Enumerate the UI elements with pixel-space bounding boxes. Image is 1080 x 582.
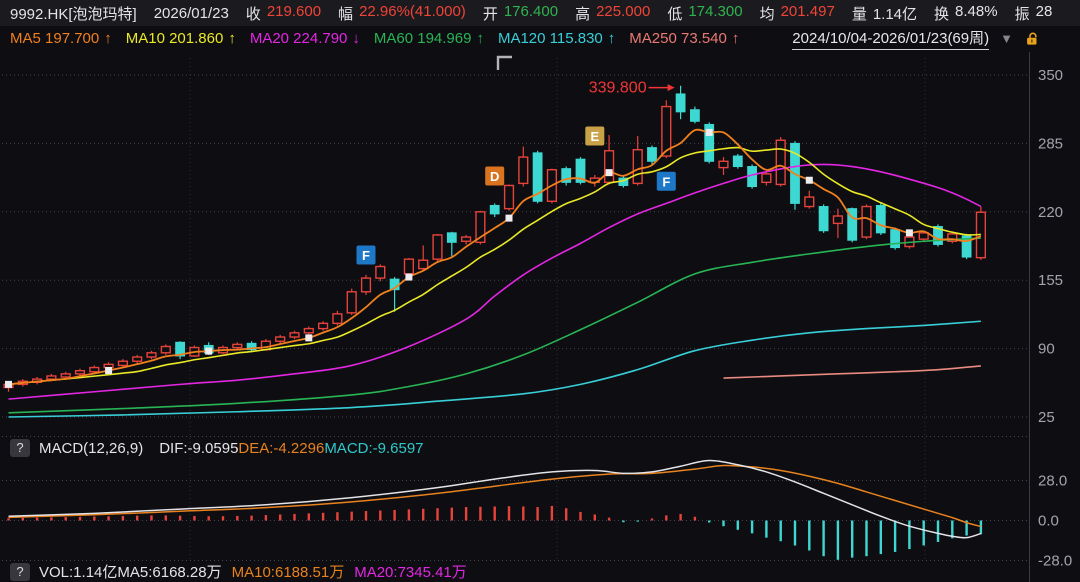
svg-text:0.0: 0.0 [1038, 513, 1059, 530]
ma-legend-item-0: MA5 197.700 ↑ [10, 30, 112, 47]
macd-dif-value: DIF:-9.0595 [159, 439, 239, 457]
quote-field-high: 高 225.000 [575, 2, 651, 23]
quote-field-close: 收 219.600 [245, 2, 322, 23]
symbol-name: 9992.HK[泡泡玛特] [10, 5, 137, 23]
ma-line-ma120 [8, 320, 981, 418]
peak-price-annotation: 339.800 [589, 80, 647, 97]
svg-text:28.0: 28.0 [1038, 473, 1067, 490]
macd-dea-value: DEA:-4.2296 [238, 439, 325, 457]
macd-legend: ? MACD(12,26,9) DIF:-9.0595 DEA:-4.2296 … [0, 437, 1080, 459]
ma5-node-marker [105, 366, 113, 374]
svg-text:F: F [362, 248, 370, 263]
macd-dif-line [8, 459, 982, 539]
quote-field-low: 低 174.300 [667, 2, 743, 23]
ma-lines-layer [5, 128, 982, 418]
ma5-node-marker [405, 273, 413, 281]
chevron-down-icon[interactable]: ▼ [1000, 31, 1013, 46]
svg-text:-28.0: -28.0 [1038, 553, 1072, 570]
ma5-node-marker [205, 347, 213, 355]
event-markers-layer: F D E F 339.800 [356, 80, 676, 265]
svg-text:90: 90 [1038, 341, 1055, 358]
ma-legend-item-3: MA60 194.969 ↑ [373, 30, 484, 47]
vol-value: VOL:1.14亿 [39, 564, 118, 581]
event-marker-f[interactable] [356, 245, 376, 265]
event-marker-e[interactable] [585, 126, 605, 146]
quote-field-open: 开 176.400 [482, 2, 559, 23]
event-marker-f[interactable] [656, 171, 676, 191]
quote-field-amplitude: 振 28 [1014, 2, 1053, 23]
corner-bracket-icon [496, 55, 512, 70]
quote-field-volume: 量 1.14亿 [851, 5, 918, 23]
ma5-node-marker [505, 214, 513, 222]
ma-legend-item-2: MA20 224.790 ↓ [249, 30, 360, 47]
grid-layer: 350 285 220 155 90 25 28.0 0.0 -28.0 [2, 52, 1072, 582]
svg-text:155: 155 [1038, 272, 1063, 289]
svg-text:350: 350 [1038, 67, 1063, 84]
vol-ma5-value: MA5:6168.28万 [117, 564, 222, 581]
svg-text:220: 220 [1038, 204, 1063, 221]
ma5-node-marker [5, 380, 12, 388]
date-range-selector[interactable]: 2024/10/04-2026/01/23(69周) [792, 27, 990, 50]
quote-date: 2026/01/23 [153, 4, 229, 22]
ma-line-ma10 [8, 146, 981, 386]
svg-text:D: D [490, 169, 499, 184]
vol-ma10-value: MA10:6188.51万 [231, 564, 345, 581]
svg-text:25: 25 [1038, 409, 1055, 426]
ma-line-ma250 [723, 365, 981, 379]
macd-title: MACD(12,26,9) [39, 439, 144, 457]
ma-legend-item-5: MA250 73.540 ↑ [629, 30, 740, 47]
vol-ma20-value: MA20:7345.41万 [354, 564, 467, 581]
svg-text:E: E [590, 129, 599, 144]
range-group: 2024/10/04-2026/01/23(69周) ▼ [792, 27, 1080, 50]
ma-legend-item-1: MA10 201.860 ↑ [125, 30, 236, 47]
ma-legend-item-4: MA120 115.830 ↑ [497, 30, 616, 47]
ma-line-ma20 [8, 163, 982, 400]
event-marker-d[interactable] [485, 166, 505, 186]
arrow-right-icon [667, 84, 675, 92]
vol-help-button[interactable]: ? [10, 562, 30, 581]
candles-layer [3, 85, 987, 392]
ma-line-ma60 [8, 237, 981, 414]
quote-field-turnover: 换 8.48% [934, 2, 998, 23]
quote-header: 9992.HK[泡泡玛特] 2026/01/23 收 219.600 幅 22.96%… [0, 0, 1080, 26]
quote-field-change: 幅 22.96%(41.000) [338, 2, 466, 23]
macd-layer [7, 459, 983, 560]
ma5-node-marker [905, 229, 913, 237]
svg-text:285: 285 [1038, 135, 1063, 152]
unlock-icon[interactable] [1024, 31, 1040, 47]
ma5-node-marker [605, 169, 613, 177]
quote-field-avg: 均 201.497 [759, 2, 835, 23]
vol-legend: ? VOL:1.14亿 MA5:6168.28万 MA10:6188.51万 M… [0, 561, 1080, 582]
macd-dea-line [8, 464, 982, 528]
ma5-node-marker [305, 334, 313, 342]
ma5-node-marker [805, 176, 813, 184]
ma-line-ma5 [8, 128, 982, 386]
macd-help-button[interactable]: ? [10, 439, 30, 457]
svg-text:F: F [662, 174, 670, 189]
ma5-node-marker [705, 128, 713, 136]
ma-legend-row: MA5 197.700 ↑ MA10 201.860 ↑ MA20 224.790 ↓ MA… [0, 26, 1080, 51]
macd-macd-value: MACD:-9.6597 [324, 439, 424, 457]
